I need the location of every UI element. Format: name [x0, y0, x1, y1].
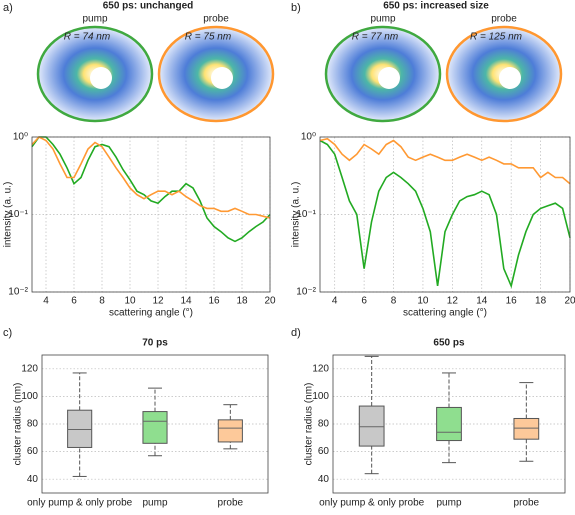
- image-label: probe: [491, 14, 517, 25]
- y-tick-label: 80: [318, 419, 330, 430]
- x-tick-label: 4: [332, 296, 338, 307]
- y-tick-label: 60: [27, 446, 39, 457]
- y-tick-label: 10⁻¹: [8, 209, 28, 220]
- y-tick-label: 40: [318, 474, 330, 485]
- image-annotation: R = 77 nm: [352, 32, 398, 43]
- x-tick-label: pump: [436, 498, 461, 509]
- image-label: probe: [203, 14, 229, 25]
- y-tick-label: 100: [21, 391, 38, 402]
- panel-label: c): [3, 327, 12, 339]
- y-tick-label: 120: [312, 363, 329, 374]
- box: [67, 409, 93, 448]
- x-tick-label: 6: [361, 296, 367, 307]
- y-axis-label: intensity (a. u.): [3, 182, 14, 248]
- x-tick-label: 20: [564, 296, 575, 307]
- panel-label: d): [291, 327, 301, 339]
- y-axis-label: cluster radius (nm): [304, 383, 315, 466]
- x-tick-label: probe: [218, 498, 244, 509]
- image-annotation: R = 125 nm: [470, 32, 522, 43]
- panel-label: a): [3, 2, 13, 14]
- chart-title: 650 ps: [433, 338, 465, 349]
- x-tick-label: 18: [535, 296, 547, 307]
- y-axis-label: cluster radius (nm): [13, 383, 24, 466]
- chart-title: 650 ps: increased size: [383, 1, 489, 12]
- y-tick-label: 10⁻²: [296, 287, 316, 298]
- x-tick-label: 12: [447, 296, 459, 307]
- series-line: [31, 136, 271, 243]
- x-tick-label: 14: [180, 296, 192, 307]
- y-tick-label: 10⁻¹: [296, 209, 316, 220]
- box: [436, 406, 462, 442]
- image-label: pump: [370, 14, 395, 25]
- plot-frame: [31, 136, 271, 293]
- chart-title: 70 ps: [142, 338, 168, 349]
- y-tick-label: 10⁰: [301, 132, 316, 143]
- y-tick-label: 10⁻²: [8, 287, 28, 298]
- chart-title: 650 ps: unchanged: [103, 1, 194, 12]
- y-tick-label: 60: [318, 446, 330, 457]
- x-tick-label: probe: [514, 498, 540, 509]
- y-tick-label: 120: [21, 363, 38, 374]
- plot-frame: [332, 354, 566, 494]
- x-tick-label: 16: [208, 296, 220, 307]
- y-tick-label: 80: [27, 419, 39, 430]
- image-label: pump: [82, 14, 107, 25]
- x-axis-label: scattering angle (°): [403, 308, 487, 319]
- y-tick-label: 100: [312, 391, 329, 402]
- beam-stop: [90, 67, 112, 89]
- box: [217, 419, 243, 443]
- beam-stop: [499, 67, 521, 89]
- x-tick-label: only pump & only probe: [27, 498, 133, 509]
- x-tick-label: 12: [152, 296, 164, 307]
- series-line: [319, 139, 571, 289]
- x-tick-label: 20: [264, 296, 276, 307]
- box: [142, 411, 168, 444]
- plot-frame: [319, 136, 571, 293]
- x-tick-label: only pump & only probe: [319, 498, 425, 509]
- x-tick-label: 16: [506, 296, 518, 307]
- beam-stop: [378, 67, 400, 89]
- box: [358, 405, 385, 447]
- x-tick-label: 18: [236, 296, 248, 307]
- panel-label: b): [291, 2, 301, 14]
- x-tick-label: 10: [124, 296, 136, 307]
- x-axis-label: scattering angle (°): [109, 308, 193, 319]
- x-tick-label: 6: [71, 296, 77, 307]
- y-tick-label: 10⁰: [13, 132, 28, 143]
- series-line: [319, 137, 571, 185]
- x-tick-label: 14: [476, 296, 488, 307]
- x-tick-label: pump: [142, 498, 167, 509]
- x-tick-label: 8: [391, 296, 397, 307]
- box: [513, 417, 540, 440]
- series-line: [31, 136, 271, 219]
- image-annotation: R = 75 nm: [185, 32, 231, 43]
- plot-frame: [41, 354, 269, 494]
- image-annotation: R = 74 nm: [64, 32, 110, 43]
- y-tick-label: 40: [27, 474, 39, 485]
- x-tick-label: 10: [417, 296, 429, 307]
- x-tick-label: 8: [99, 296, 105, 307]
- x-tick-label: 4: [43, 296, 49, 307]
- y-axis-label: intensity (a. u.): [291, 182, 302, 248]
- beam-stop: [211, 67, 233, 89]
